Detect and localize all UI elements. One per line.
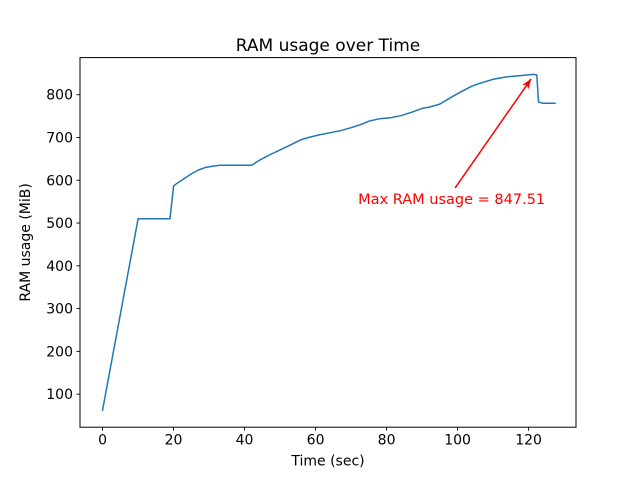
axes-box: [79, 57, 577, 428]
plot-contents: 0 20 40 60 80 100 120 100 200 300 400 500 600 700 800 M…: [46, 73, 556, 449]
y-tick-label: 200: [46, 344, 73, 360]
x-axis-label: Time (sec): [290, 454, 364, 470]
y-tick-label: 800: [46, 88, 73, 104]
y-tick-label: 300: [46, 302, 73, 318]
chart-title: RAM usage over Time: [236, 36, 420, 56]
x-tick-label: 80: [378, 433, 396, 449]
x-tick-label: 100: [444, 433, 471, 449]
x-tick-label: 120: [515, 433, 542, 449]
annotation-text: Max RAM usage = 847.51: [358, 192, 545, 208]
y-tick-label: 400: [46, 259, 73, 275]
y-tick-label: 600: [46, 173, 73, 189]
x-tick-label: 60: [307, 433, 325, 449]
y-tick-label: 100: [46, 387, 73, 403]
x-tick-label: 40: [236, 433, 254, 449]
y-tick-label: 700: [46, 130, 73, 146]
x-tick-label: 20: [165, 433, 183, 449]
ram-usage-line: [101, 73, 556, 412]
x-tick-label: 0: [98, 433, 107, 449]
y-tick-label: 500: [46, 216, 73, 232]
y-axis-label: RAM usage (MiB): [18, 183, 34, 301]
max-ram-arrow: [454, 78, 532, 189]
